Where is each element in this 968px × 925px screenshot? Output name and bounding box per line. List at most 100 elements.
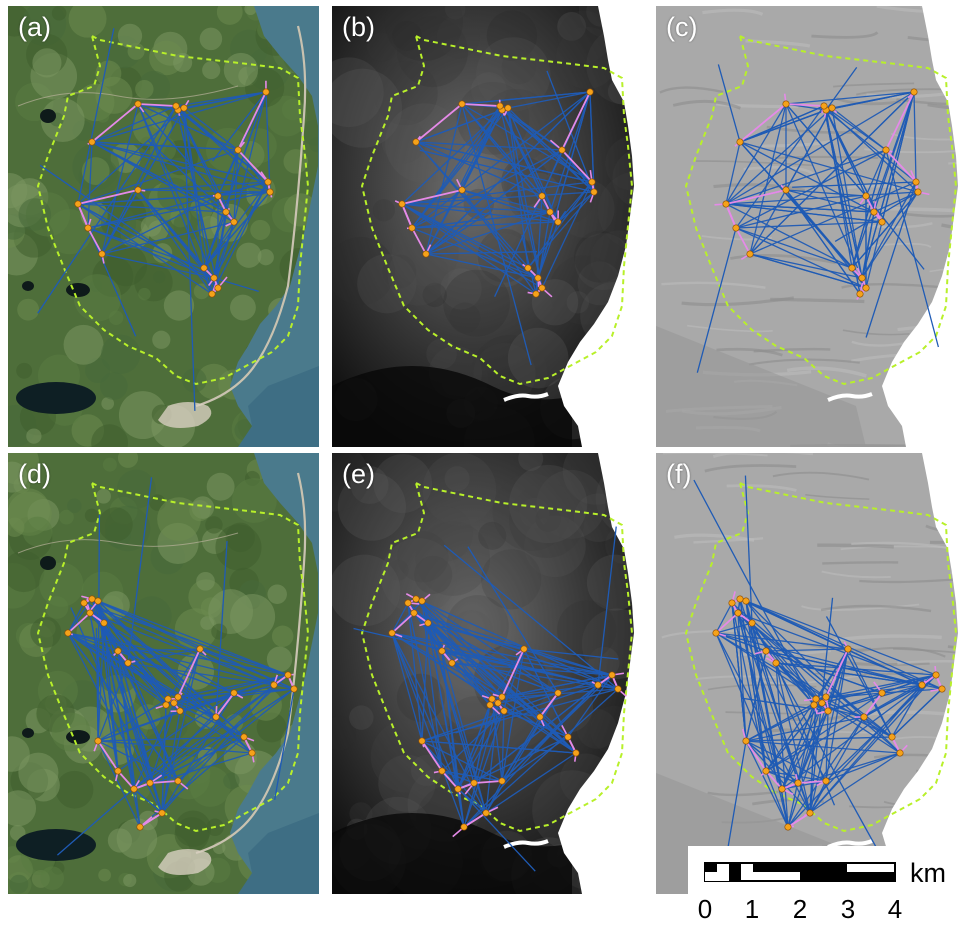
node-point: [471, 780, 477, 786]
node-point: [211, 275, 217, 281]
panel-e: (e): [332, 453, 643, 894]
elevation-patch: [349, 705, 373, 729]
node-point: [555, 690, 561, 696]
node-point: [213, 714, 219, 720]
lake: [40, 109, 56, 123]
map-a: [8, 6, 319, 447]
node-point: [857, 291, 863, 297]
node-point: [231, 690, 237, 696]
node-point: [783, 101, 789, 107]
vegetation-patch: [23, 517, 53, 547]
node-point: [849, 265, 855, 271]
node-point: [419, 738, 425, 744]
node-point: [547, 209, 553, 215]
node-point: [235, 147, 241, 153]
vegetation-patch: [215, 524, 261, 570]
map-e: [332, 453, 643, 894]
node-point: [87, 610, 93, 616]
node-point: [505, 105, 511, 111]
node-point: [201, 265, 207, 271]
node-point: [455, 786, 461, 792]
node-point: [461, 824, 467, 830]
node-point: [863, 285, 869, 291]
node-point: [879, 219, 885, 225]
scale-bar: km 0 1 2 3 4: [688, 846, 968, 921]
map-f: [656, 453, 967, 894]
vegetation-patch: [164, 290, 194, 320]
node-point: [501, 708, 507, 714]
node-point: [863, 193, 869, 199]
vegetation-patch: [56, 771, 94, 809]
lake: [16, 829, 96, 861]
node-point: [267, 189, 273, 195]
node-point: [209, 291, 215, 297]
vegetation-patch: [17, 299, 39, 321]
node-point: [173, 103, 179, 109]
lake: [40, 556, 56, 570]
node-point: [729, 600, 735, 606]
node-point: [147, 780, 153, 786]
elevation-patch: [509, 465, 587, 543]
node-point: [285, 672, 291, 678]
vegetation-patch: [202, 61, 220, 79]
node-point: [413, 139, 419, 145]
node-point: [737, 596, 743, 602]
node-point: [163, 702, 169, 708]
node-point: [819, 700, 825, 706]
node-point: [499, 694, 505, 700]
node-point: [723, 201, 729, 207]
vegetation-patch: [40, 866, 64, 890]
node-point: [737, 139, 743, 145]
elevation-patch: [426, 339, 457, 370]
node-point: [883, 147, 889, 153]
node-point: [215, 193, 221, 199]
panel-label: (b): [342, 12, 375, 43]
vegetation-patch: [138, 288, 151, 301]
vegetation-patch: [18, 753, 58, 793]
node-point: [615, 686, 621, 692]
node-point: [813, 696, 819, 702]
map-d: [8, 453, 319, 894]
elevation-patch: [373, 199, 395, 221]
elevation-patch: [332, 555, 400, 627]
node-point: [405, 600, 411, 606]
node-point: [131, 786, 137, 792]
vegetation-patch: [9, 875, 28, 894]
node-point: [589, 179, 595, 185]
node-point: [829, 105, 835, 111]
node-point: [889, 734, 895, 740]
vegetation-patch: [123, 874, 136, 887]
node-point: [115, 768, 121, 774]
elevation-patch: [450, 303, 481, 334]
node-point: [413, 596, 419, 602]
node-point: [763, 648, 769, 654]
vegetation-patch: [250, 220, 270, 240]
elevation-patch: [445, 466, 470, 491]
node-point: [389, 630, 395, 636]
vegetation-patch: [267, 585, 286, 604]
vegetation-patch: [74, 274, 121, 321]
vegetation-patch: [82, 157, 110, 185]
vegetation-patch: [108, 828, 132, 852]
node-point: [495, 700, 501, 706]
vegetation-patch: [283, 149, 308, 174]
vegetation-patch: [230, 295, 256, 321]
map-c: [656, 6, 967, 447]
node-point: [535, 275, 541, 281]
node-point: [409, 225, 415, 231]
panel-b: (b): [332, 6, 643, 447]
scale-tick: 3: [841, 894, 855, 925]
node-point: [811, 702, 817, 708]
node-point: [919, 682, 925, 688]
node-point: [911, 89, 917, 95]
node-point: [95, 738, 101, 744]
node-point: [425, 620, 431, 626]
node-point: [747, 251, 753, 257]
node-point: [879, 690, 885, 696]
node-point: [845, 646, 851, 652]
node-point: [497, 103, 503, 109]
node-point: [263, 89, 269, 95]
vegetation-patch: [98, 507, 132, 541]
node-point: [823, 778, 829, 784]
node-point: [81, 600, 87, 606]
